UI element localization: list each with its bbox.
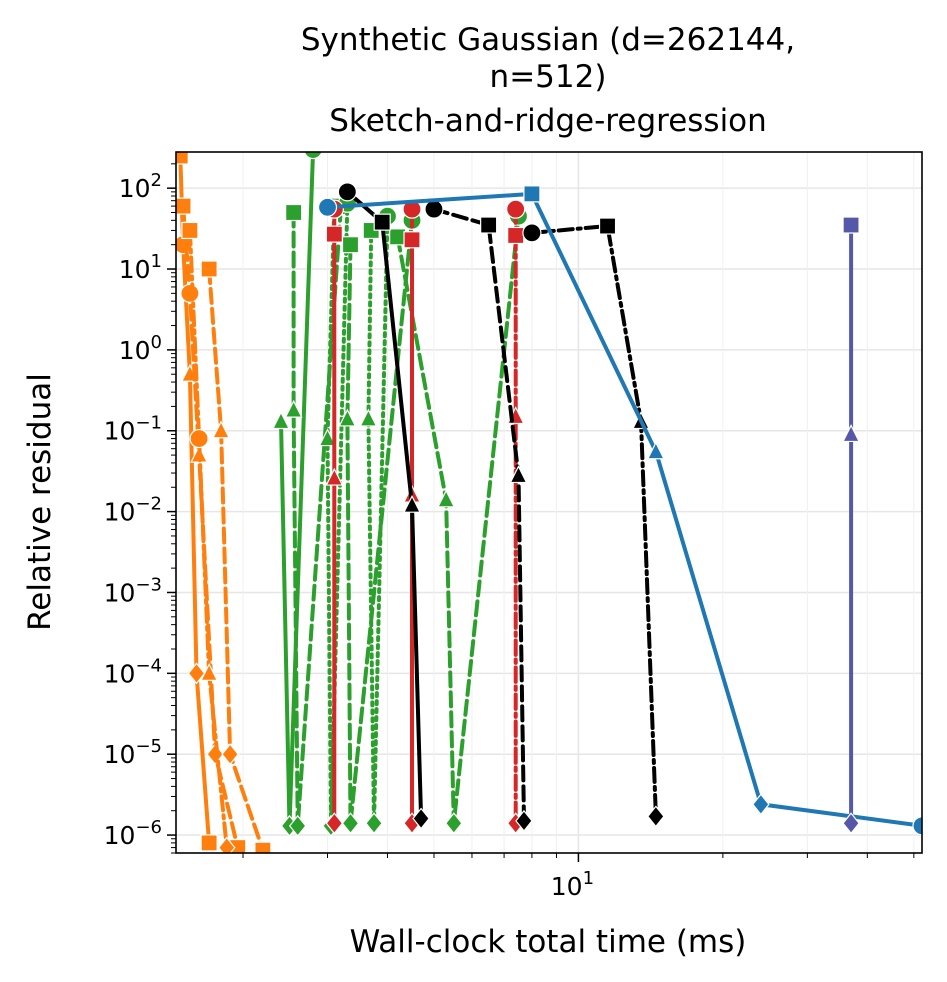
- series-line: [291, 204, 343, 828]
- diamond-marker: [842, 812, 860, 835]
- series-14: [337, 182, 430, 830]
- y-tick-label: 10−4: [104, 655, 162, 688]
- plot-frame: [175, 151, 923, 854]
- y-tick-label: 10−3: [104, 574, 162, 607]
- series-13: [506, 199, 526, 835]
- circle-marker: [317, 197, 338, 217]
- diamond-marker: [445, 812, 463, 835]
- triangle-marker: [403, 494, 421, 513]
- y-axis-label: Relative residual: [22, 373, 58, 631]
- triangle-marker: [842, 424, 861, 443]
- triangle-marker: [359, 408, 378, 427]
- triangle-marker: [325, 467, 344, 486]
- triangle-marker: [338, 408, 357, 427]
- diamond-marker: [412, 807, 430, 830]
- y-tick-label: 101: [119, 251, 162, 284]
- series-line: [345, 189, 424, 821]
- square-marker: [341, 236, 360, 254]
- diamond-marker: [206, 743, 224, 766]
- triangle-marker: [509, 465, 528, 484]
- series-15: [424, 199, 533, 832]
- series-layer: [176, 152, 922, 853]
- circle-marker: [424, 199, 444, 219]
- diamond-marker: [752, 793, 770, 816]
- triangle-marker: [318, 428, 337, 447]
- circle-marker: [337, 182, 357, 202]
- series-4: [200, 260, 272, 853]
- triangle-marker: [646, 441, 665, 460]
- square-marker: [523, 185, 541, 203]
- triangle-marker: [284, 399, 303, 418]
- x-axis-label: Wall-clock total time (ms): [350, 924, 747, 960]
- title-line-3: Sketch-and-ridge-regression: [329, 103, 767, 139]
- circle-marker: [189, 428, 209, 449]
- series-line: [207, 267, 265, 853]
- square-marker: [181, 221, 199, 240]
- square-marker: [480, 216, 498, 234]
- square-marker: [403, 231, 421, 249]
- circle-marker: [303, 152, 323, 160]
- triangle-marker: [272, 411, 290, 430]
- y-tick-label: 10−5: [104, 736, 162, 769]
- y-tick-label: 10−2: [104, 494, 162, 527]
- square-marker: [389, 228, 407, 246]
- y-tick-label: 10−6: [104, 817, 162, 850]
- triangle-marker: [200, 662, 219, 681]
- square-marker: [507, 226, 525, 245]
- diamond-marker: [218, 836, 236, 853]
- diamond-marker: [341, 812, 360, 835]
- grid-layer: [176, 152, 922, 853]
- diamond-marker: [288, 814, 307, 837]
- title-line-1: Synthetic Gaussian (d=262144,: [301, 22, 795, 58]
- y-tick-label: 102: [119, 170, 162, 203]
- series-line: [529, 224, 658, 819]
- series-11: [324, 199, 344, 835]
- circle-marker: [912, 816, 922, 836]
- x-tick-label: 101: [551, 868, 594, 901]
- square-marker: [176, 152, 189, 165]
- series-line: [395, 214, 521, 826]
- series-17: [317, 185, 922, 836]
- series-16: [522, 217, 665, 828]
- square-marker: [325, 225, 343, 243]
- square-marker: [200, 834, 218, 852]
- circle-marker: [506, 199, 526, 219]
- circle-marker: [180, 283, 200, 303]
- diamond-marker: [647, 805, 665, 828]
- square-marker: [842, 216, 860, 234]
- series-line: [325, 201, 350, 828]
- series-line: [432, 207, 526, 823]
- square-marker: [176, 197, 192, 215]
- triangle-marker: [212, 420, 231, 439]
- circle-marker: [522, 223, 542, 243]
- diamond-marker: [187, 662, 206, 685]
- y-axis-ticks: 102 101 100 10−1 10−2 10−3 10−4 10−5 10−6: [104, 163, 176, 854]
- square-marker: [254, 841, 272, 853]
- square-marker: [200, 260, 218, 278]
- square-marker: [285, 203, 303, 222]
- diamond-marker: [325, 812, 344, 835]
- diamond-marker: [365, 812, 383, 835]
- square-marker: [598, 217, 617, 235]
- x-axis-ticks: 101: [242, 853, 915, 901]
- square-marker: [373, 213, 391, 231]
- series-line: [366, 214, 390, 826]
- diamond-marker: [515, 809, 533, 832]
- triangle-marker: [437, 489, 456, 508]
- title-line-2: n=512): [490, 59, 607, 95]
- y-tick-label: 100: [119, 332, 162, 365]
- series-3: [181, 221, 236, 853]
- chart-title: Synthetic Gaussian (d=262144, n=512) Ske…: [301, 22, 795, 139]
- series-line: [187, 228, 229, 850]
- y-tick-label: 10−1: [104, 413, 162, 446]
- series-18: [842, 216, 861, 835]
- diamond-marker: [221, 743, 239, 766]
